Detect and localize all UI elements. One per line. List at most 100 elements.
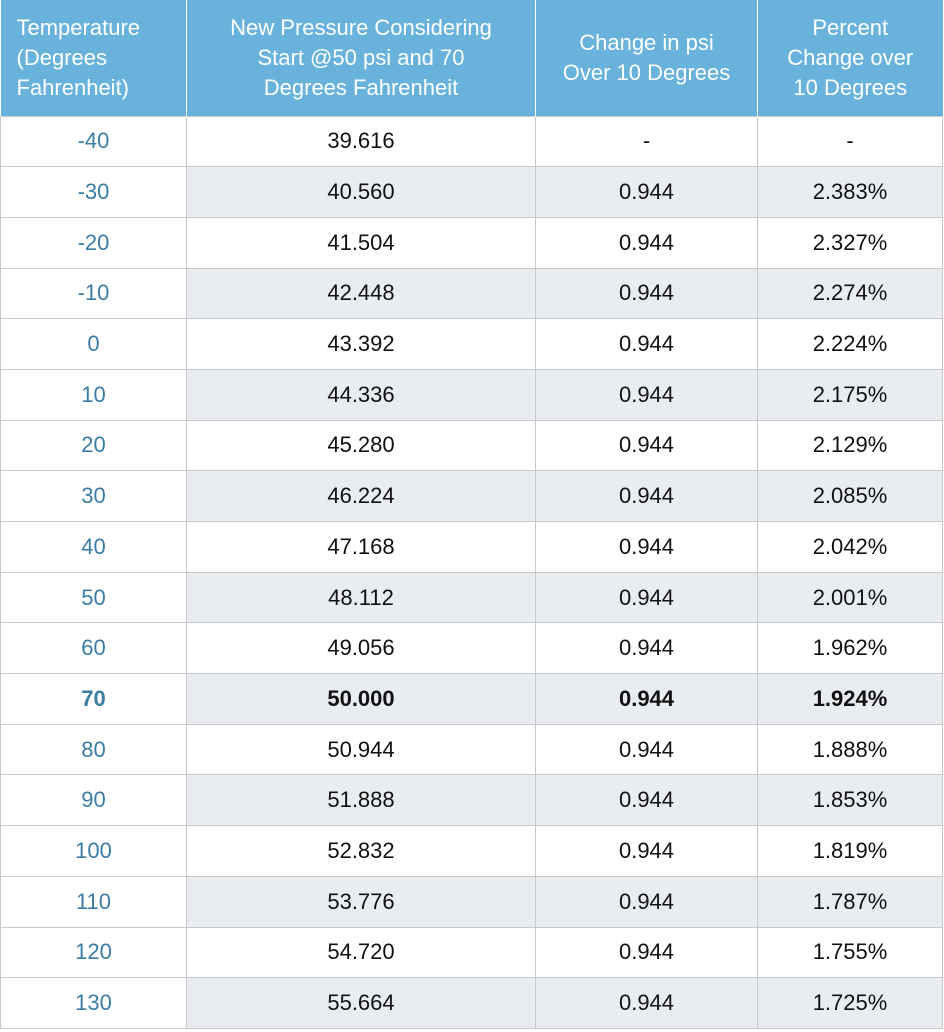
value-cell: 0.944 <box>535 673 758 725</box>
header-line: New Pressure Considering <box>230 14 492 40</box>
value-cell: 2.175% <box>757 368 943 421</box>
header-cell: Percent Change over 10 Degrees <box>757 0 943 116</box>
table-row: 130 55.664 0.944 1.725% <box>0 977 943 1029</box>
value-cell: 2.383% <box>757 166 943 218</box>
value-cell: 55.664 <box>186 977 536 1029</box>
value-cell: 1.962% <box>757 622 943 675</box>
header-line: Fahrenheit) <box>16 74 130 100</box>
value-cell: 1.725% <box>757 977 943 1029</box>
value-cell: 51.888 <box>186 774 536 827</box>
header-cell: Temperature (Degrees Fahrenheit) <box>0 0 187 116</box>
value-cell: 50.944 <box>186 723 536 776</box>
table-row: 0 43.392 0.944 2.224% <box>0 318 943 370</box>
value-cell: 1.853% <box>757 774 943 827</box>
temperature-cell: 40 <box>0 521 187 573</box>
table-body: -40 39.616- - -30 40.560 0.944 2.383% -20 41.504… <box>0 115 943 1029</box>
header-line: Change over <box>787 44 914 70</box>
value-cell: 0.944 <box>535 622 758 675</box>
value-cell: 49.056 <box>186 622 536 675</box>
table-row: 30 46.224 0.944 2.085% <box>0 470 943 522</box>
header-line: Temperature <box>16 14 141 40</box>
temperature-cell: 70 <box>0 673 187 725</box>
temperature-cell: -30 <box>0 166 187 218</box>
value-cell: 2.224% <box>757 318 943 370</box>
value-cell: 0.944 <box>535 723 758 776</box>
value-cell: 44.336 <box>186 368 536 421</box>
table-row: -30 40.560 0.944 2.383% <box>0 166 943 218</box>
value-cell: 54.720 <box>186 926 536 979</box>
value-cell: 0.944 <box>535 470 758 522</box>
value-cell: 0.944 <box>535 875 758 928</box>
value-cell: 2.001% <box>757 571 943 624</box>
value-cell: 0.944 <box>535 216 758 269</box>
table-row: 70 50.000 0.944 1.924% <box>0 673 943 725</box>
header-line: 10 Degrees <box>793 74 908 100</box>
table-row: 50 48.112 0.944 2.001% <box>0 571 943 624</box>
header-line: Start @50 psi and 70 <box>257 44 465 70</box>
value-cell: 0.944 <box>535 267 758 320</box>
table-row: 100 52.832 0.944 1.819% <box>0 825 943 877</box>
header-row: Temperature (Degrees Fahrenheit) New Pressu… <box>0 0 943 116</box>
value-cell: 1.755% <box>757 926 943 979</box>
value-cell: - <box>757 115 943 168</box>
header-line: Degrees Fahrenheit <box>263 74 459 100</box>
value-cell: 42.448 <box>186 267 536 320</box>
value-cell: 45.280 <box>186 419 536 472</box>
table-row: 40 47.168 0.944 2.042% <box>0 521 943 573</box>
value-cell: 40.560 <box>186 166 536 218</box>
temperature-cell: 50 <box>0 571 187 624</box>
table-row: 10 44.336 0.944 2.175% <box>0 368 943 421</box>
table-row: 110 53.776 0.944 1.787% <box>0 875 943 928</box>
value-cell: 41.504 <box>186 216 536 269</box>
header-cell: New Pressure Considering Start @50 psi an… <box>186 0 536 116</box>
temperature-cell: 100 <box>0 825 187 877</box>
temperature-cell: 120 <box>0 926 187 979</box>
value-cell: 2.327% <box>757 216 943 269</box>
value-cell: 1.787% <box>757 875 943 928</box>
value-cell: 1.924% <box>757 673 943 725</box>
table-row: 90 51.888 0.944 1.853% <box>0 774 943 827</box>
header-line: Over 10 Degrees <box>562 59 731 85</box>
value-cell: 0.944 <box>535 825 758 877</box>
value-cell: 0.944 <box>535 926 758 979</box>
table-row: 80 50.944 0.944 1.888% <box>0 723 943 776</box>
table-row: -20 41.504 0.944 2.327% <box>0 216 943 269</box>
value-cell: - <box>535 115 758 168</box>
temperature-cell: 10 <box>0 368 187 421</box>
temperature-cell: 30 <box>0 470 187 522</box>
value-cell: 53.776 <box>186 875 536 928</box>
table-row: 120 54.720 0.944 1.755% <box>0 926 943 979</box>
value-cell: 2.085% <box>757 470 943 522</box>
table-row: -40 39.616- - <box>0 115 943 168</box>
value-cell: 1.819% <box>757 825 943 877</box>
header-line: Change in psi <box>579 29 714 55</box>
value-cell: 39.616 <box>186 115 536 168</box>
value-cell: 46.224 <box>186 470 536 522</box>
value-cell: 2.129% <box>757 419 943 472</box>
temperature-cell: 130 <box>0 977 187 1029</box>
table-row: 20 45.280 0.944 2.129% <box>0 419 943 472</box>
temperature-cell: -40 <box>0 115 187 168</box>
value-cell: 52.832 <box>186 825 536 877</box>
temperature-cell: 90 <box>0 774 187 827</box>
table-row: 60 49.056 0.944 1.962% <box>0 622 943 675</box>
value-cell: 1.888% <box>757 723 943 776</box>
value-cell: 48.112 <box>186 571 536 624</box>
value-cell: 0.944 <box>535 419 758 472</box>
header-cell: Change in psi Over 10 Degrees <box>535 0 758 116</box>
value-cell: 2.042% <box>757 521 943 573</box>
temperature-cell: -10 <box>0 267 187 320</box>
temperature-cell: -20 <box>0 216 187 269</box>
value-cell: 0.944 <box>535 571 758 624</box>
temperature-cell: 80 <box>0 723 187 776</box>
value-cell: 0.944 <box>535 774 758 827</box>
temperature-cell: 60 <box>0 622 187 675</box>
value-cell: 43.392 <box>186 318 536 370</box>
value-cell: 0.944 <box>535 318 758 370</box>
header-line: (Degrees <box>16 44 107 70</box>
table-row: -10 42.448 0.944 2.274% <box>0 267 943 320</box>
value-cell: 0.944 <box>535 977 758 1029</box>
header-line: Percent <box>812 14 889 40</box>
temperature-cell: 0 <box>0 318 187 370</box>
